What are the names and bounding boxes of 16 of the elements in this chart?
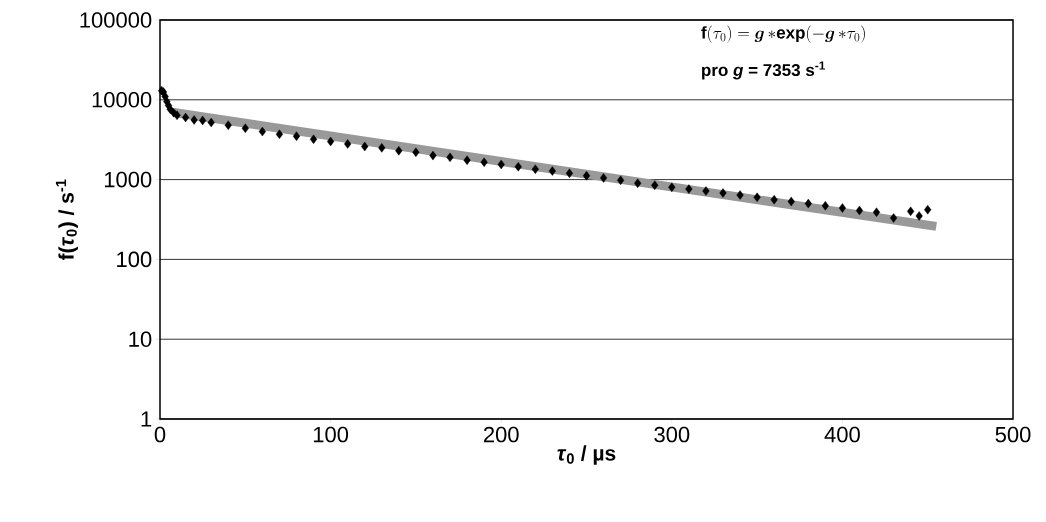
- x-axis-title: τ$_{0}$ / µs: [557, 445, 616, 465]
- x-tick-label: 500: [995, 426, 1031, 443]
- x-tick-label: 400: [824, 426, 860, 443]
- y-tick-label: 1: [141, 411, 152, 427]
- x-tick-label: 200: [483, 426, 519, 443]
- x-tick-label: 0: [154, 426, 166, 443]
- y-axis-title: f(τ$_{0}$) / s$^{-1}$: [55, 179, 78, 261]
- y-tick-label: 100000: [80, 12, 152, 28]
- x-tick-label: 100: [313, 426, 349, 443]
- y-tick-label: 1000: [104, 171, 152, 188]
- annotation: pro g = 7353 s$^{-1}$: [702, 61, 826, 80]
- y-tick-label: 100: [117, 251, 152, 268]
- y-tick-label: 10000: [92, 92, 152, 108]
- x-tick-label: 300: [654, 426, 690, 443]
- annotation: $\textbf{f}(\tau_{0}) = \boldsymbol{g}\,\mathbf{*exp(-}\boldsymbol{g}\,\mathbf{*}\tau_{0}\mathbf{)}$: [701, 25, 865, 43]
- y-tick-label: 10: [129, 331, 152, 347]
